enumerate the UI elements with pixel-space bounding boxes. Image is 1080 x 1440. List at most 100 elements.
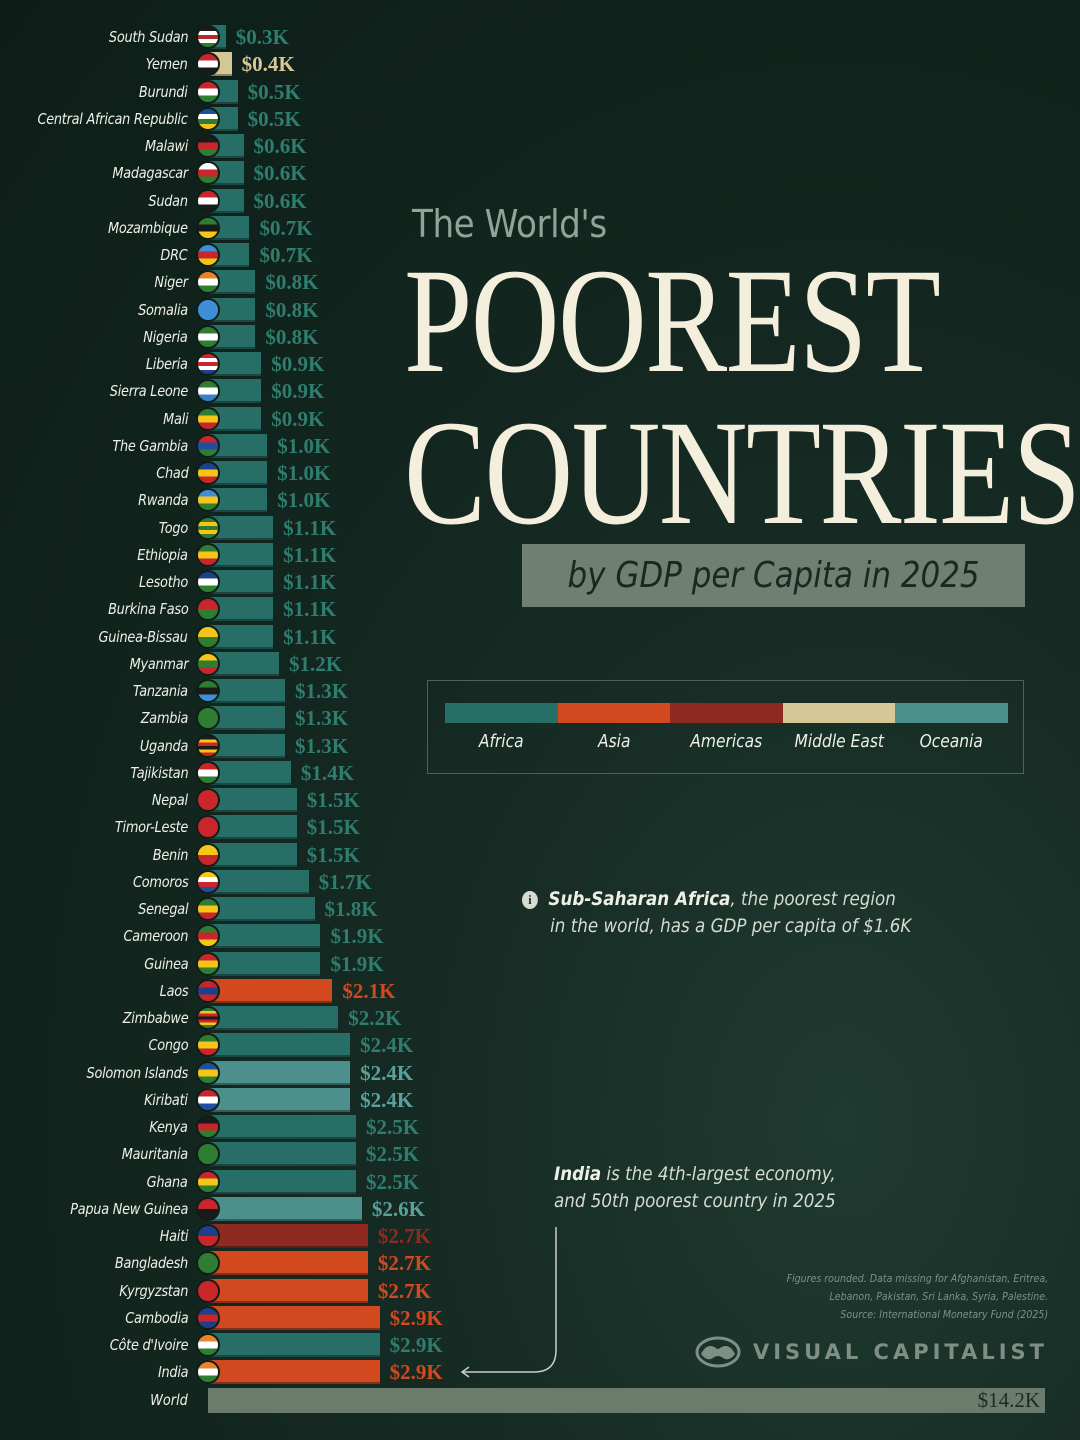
country-label: Ethiopia: [137, 545, 189, 564]
bar-row: Mali $0.9K: [0, 406, 1080, 432]
bar-row: Tanzania $1.3K: [0, 678, 1080, 704]
country-label: Guinea: [143, 954, 188, 973]
value-label: $1.7K: [318, 869, 372, 894]
value-label: $0.7K: [259, 215, 313, 240]
bar: [208, 924, 321, 949]
bar-row: Malawi $0.6K: [0, 133, 1080, 159]
flag-icon: [196, 1087, 220, 1112]
bar: [208, 1115, 356, 1139]
bar-row: Papua New Guinea $2.6K: [0, 1196, 1080, 1222]
flag-icon: [196, 597, 220, 622]
legend-swatch-middle-east: [782, 703, 895, 723]
legend-label-asia: Asia: [597, 731, 630, 752]
bar-row: Rwanda $1.0K: [0, 487, 1080, 513]
value-label: $0.4K: [241, 52, 295, 77]
ssa-bold: Sub-Saharan Africa: [548, 888, 731, 910]
flag-icon: [196, 1006, 220, 1030]
bar: [208, 433, 268, 458]
legend-swatches: [445, 703, 1008, 723]
value-label: $1.1K: [283, 570, 337, 594]
info-icon: i: [522, 891, 538, 909]
bar-row: Ghana $2.5K: [0, 1169, 1080, 1195]
country-label: Myanmar: [129, 654, 188, 673]
value-label: $0.6K: [253, 134, 307, 158]
ssa-text-1: , the poorest region: [730, 888, 896, 910]
bar-row: Solomon Islands $2.4K: [0, 1060, 1080, 1086]
india-annotation: India is the 4th-largest economy, and 50…: [554, 1161, 836, 1215]
bar-row: Togo $1.1K: [0, 515, 1080, 541]
bar-row: Comoros $1.7K: [0, 869, 1080, 895]
bar: [208, 1060, 351, 1085]
country-label: Timor-Leste: [114, 818, 188, 837]
value-label: $2.5K: [366, 1115, 420, 1139]
bar-row: Burundi $0.5K: [0, 79, 1080, 105]
country-label: Tanzania: [133, 682, 188, 700]
flag-icon: [196, 869, 220, 894]
bar: [208, 978, 333, 1003]
bar-row: Sudan $0.6K: [0, 188, 1080, 214]
flag-icon: [196, 1305, 220, 1330]
flag-icon: [196, 1115, 220, 1139]
flag-icon: [196, 1060, 220, 1085]
value-label: $0.9K: [271, 379, 325, 404]
bar-row: Uganda $1.3K: [0, 733, 1080, 759]
bar-row: Liberia $0.9K: [0, 351, 1080, 377]
legend-swatch-oceania: [895, 703, 1008, 723]
country-label: Somalia: [138, 300, 188, 319]
flag-icon: [196, 679, 220, 703]
value-label: $0.7K: [259, 243, 313, 267]
bar: [208, 1278, 368, 1303]
legend-label-americas: Americas: [690, 731, 763, 752]
country-label: Papua New Guinea: [70, 1199, 188, 1218]
flag-icon: [196, 1360, 220, 1385]
india-bold: India: [554, 1163, 602, 1185]
bar-row: Benin $1.5K: [0, 842, 1080, 868]
flag-icon: [196, 1278, 220, 1303]
country-label: Cameroon: [123, 927, 188, 946]
bar-row: South Sudan $0.3K: [0, 24, 1080, 50]
country-label: Laos: [159, 981, 188, 1000]
bar: [208, 788, 297, 812]
country-label: Malawi: [144, 137, 188, 155]
country-label: Burundi: [139, 82, 188, 101]
value-label: $0.6K: [253, 188, 307, 213]
bar-row: Zambia $1.3K: [0, 705, 1080, 731]
bar-row: Central African Republic $0.5K: [0, 106, 1080, 132]
bar-row: The Gambia $1.0K: [0, 433, 1080, 459]
value-label: $0.6K: [253, 161, 307, 186]
country-label: Yemen: [146, 55, 188, 74]
bar-row: DRC $0.7K: [0, 242, 1080, 268]
ssa-annotation: i Sub-Saharan Africa, the poorest region …: [522, 886, 911, 940]
legend-label-africa: Africa: [478, 731, 524, 752]
bar-row: Sierra Leone $0.9K: [0, 378, 1080, 404]
flag-icon: [196, 352, 220, 376]
bar-row: Mozambique $0.7K: [0, 215, 1080, 241]
bar-row: Yemen $0.4K: [0, 51, 1080, 77]
bar-row: Kyrgyzstan $2.7K: [0, 1278, 1080, 1304]
bar-row: Nepal $1.5K: [0, 787, 1080, 813]
value-label: $0.8K: [265, 297, 319, 322]
country-label: Kiribati: [144, 1090, 188, 1109]
bar: [208, 624, 274, 649]
bar: [208, 1087, 351, 1112]
flag-icon: [196, 324, 220, 349]
value-label: $2.4K: [360, 1033, 414, 1058]
title-line-1: POOREST: [404, 238, 941, 404]
value-label: $0.5K: [247, 79, 301, 104]
value-label: $1.0K: [277, 433, 331, 458]
pretitle: The World's: [412, 202, 607, 246]
brand-name: VISUAL CAPITALIST: [752, 1340, 1048, 1364]
value-label: $1.8K: [324, 897, 378, 921]
bar: [208, 706, 285, 731]
country-label: South Sudan: [108, 28, 189, 46]
bar: [208, 1169, 356, 1194]
flag-icon: [196, 297, 220, 322]
title-line-2: COUNTRIES: [404, 390, 1080, 556]
country-label: Rwanda: [137, 491, 188, 510]
value-label: $2.7K: [377, 1278, 431, 1303]
bar-row: Chad $1.0K: [0, 460, 1080, 486]
flag-icon: [196, 406, 220, 431]
brand-logo: VISUAL CAPITALIST: [695, 1336, 1048, 1368]
bar-row: Guinea-Bissau $1.1K: [0, 624, 1080, 650]
